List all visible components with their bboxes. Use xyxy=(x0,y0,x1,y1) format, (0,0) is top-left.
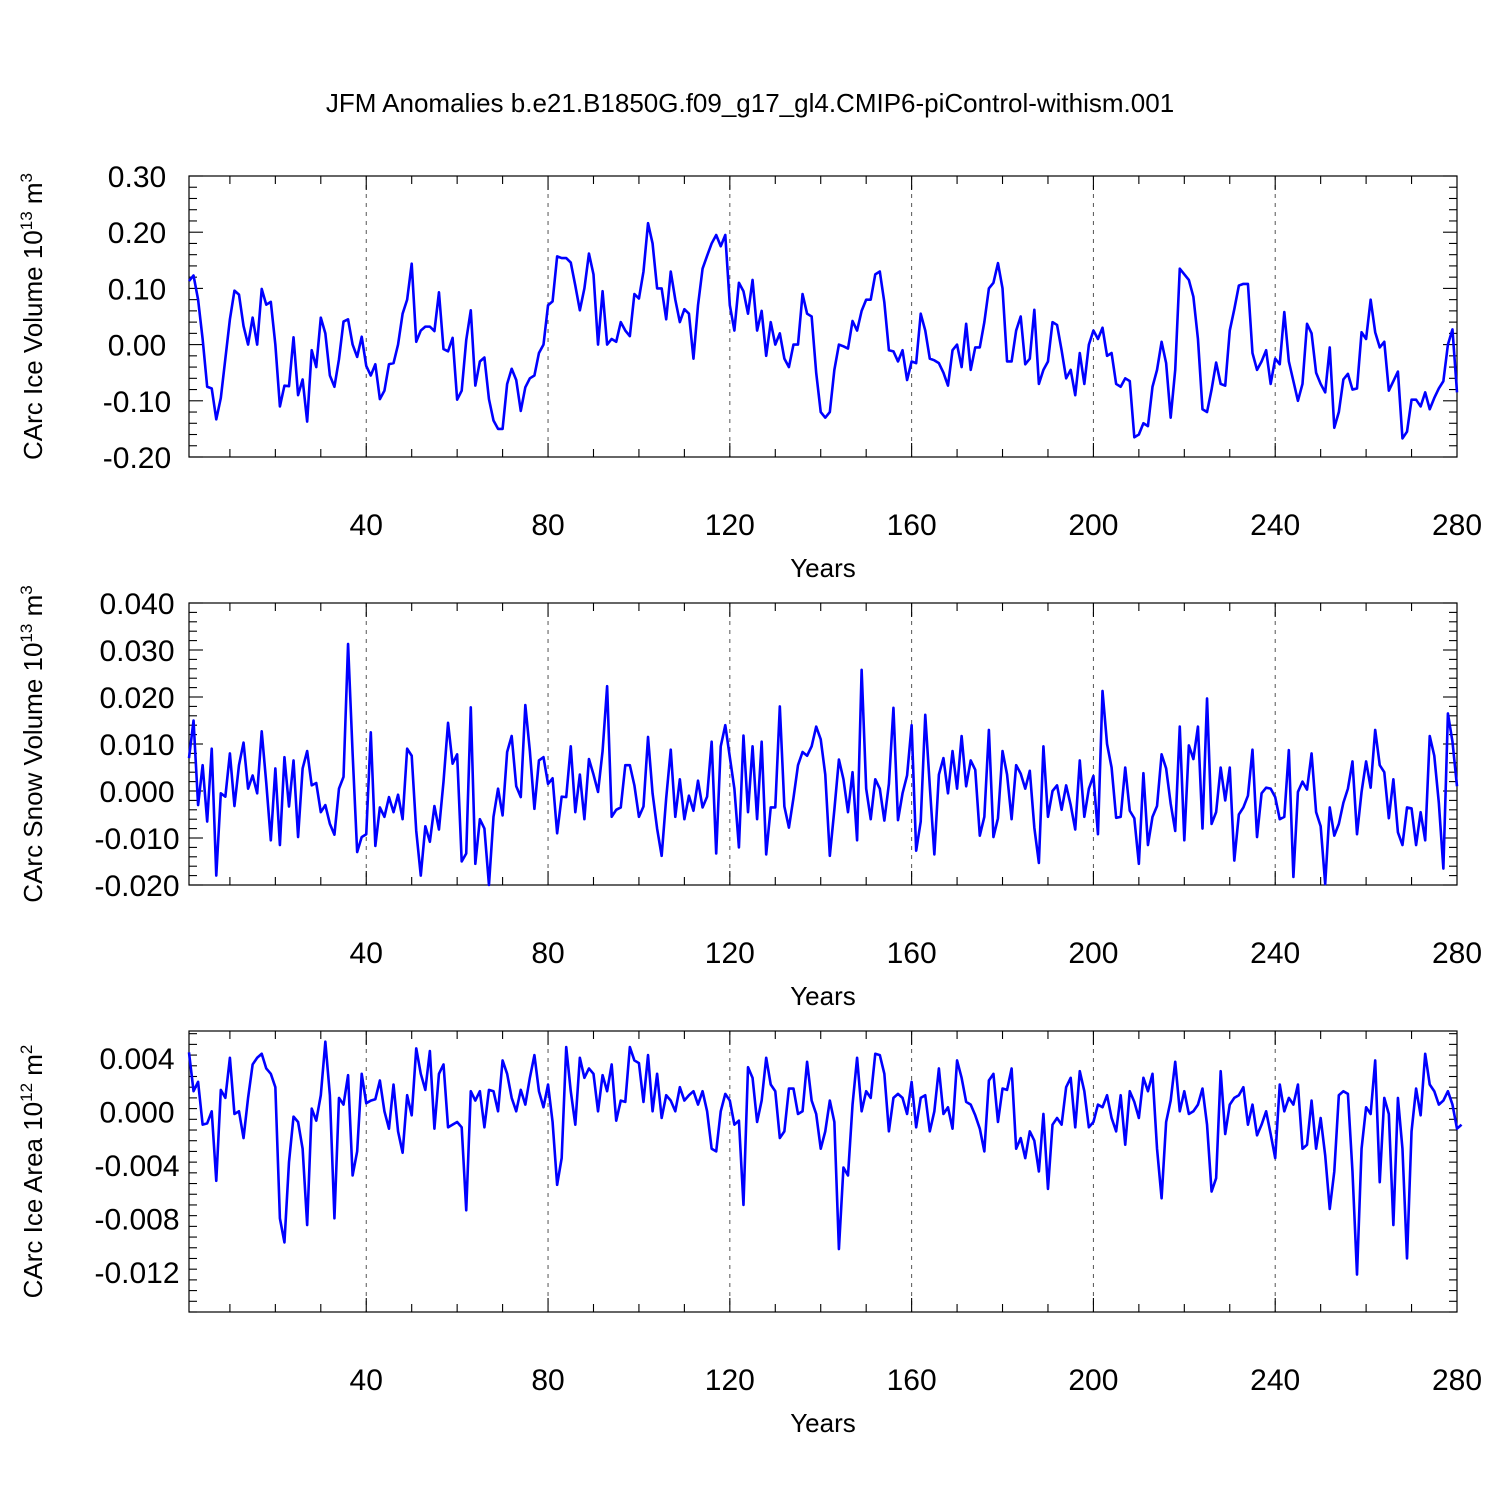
ice-area-xtick-label: 280 xyxy=(1432,1364,1482,1397)
ice-volume-panel: -0.20 -0.10 0.00 0.10 0.20 0.30 40 80 120 160 200 2… xyxy=(17,161,1482,583)
ice-area-x-axis-label: Years xyxy=(790,1408,856,1438)
ice-area-y-axis-label: CArc Ice Area 1012 m2 xyxy=(17,1045,48,1299)
ice-area-xtick-label: 240 xyxy=(1250,1364,1300,1397)
snow-volume-ytick-label: 0.030 xyxy=(99,635,174,668)
ice-volume-ytick-label: 0.30 xyxy=(108,161,166,194)
snow-volume-xtick-label: 120 xyxy=(705,937,755,970)
ice-area-ytick-label: -0.004 xyxy=(94,1150,179,1183)
ice-volume-xtick-label: 280 xyxy=(1432,509,1482,542)
snow-volume-xtick-label: 280 xyxy=(1432,937,1482,970)
ice-volume-ytick-label: -0.20 xyxy=(103,442,171,475)
ice-volume-ytick-label: 0.00 xyxy=(108,330,166,363)
ice-volume-xtick-label: 240 xyxy=(1250,509,1300,542)
snow-volume-xtick-label: 40 xyxy=(350,937,383,970)
snow-volume-ytick-label: 0.010 xyxy=(99,729,174,762)
ice-volume-ytick-label: 0.20 xyxy=(108,217,166,250)
snow-volume-xtick-label: 200 xyxy=(1068,937,1118,970)
snow-volume-y-axis-label: CArc Snow Volume 1013 m3 xyxy=(17,585,48,902)
ice-area-xtick-label: 40 xyxy=(350,1364,383,1397)
ice-area-ytick-label: 0.000 xyxy=(99,1096,174,1129)
snow-volume-x-axis-label: Years xyxy=(790,981,856,1011)
ice-volume-xtick-label: 200 xyxy=(1068,509,1118,542)
ice-area-xtick-label: 120 xyxy=(705,1364,755,1397)
ice-volume-plot-frame xyxy=(188,175,1458,458)
ice-area-xtick-label: 80 xyxy=(531,1364,564,1397)
snow-volume-xtick-label: 80 xyxy=(531,937,564,970)
figure-title: JFM Anomalies b.e21.B1850G.f09_g17_gl4.C… xyxy=(326,88,1174,118)
snow-volume-series-line xyxy=(187,642,1459,887)
ice-volume-x-axis-label: Years xyxy=(790,553,856,583)
snow-volume-xtick-label: 160 xyxy=(887,937,937,970)
ice-volume-xtick-label: 80 xyxy=(531,509,564,542)
snow-volume-panel: -0.020 -0.010 0.000 0.010 0.020 0.030 0.040 40 8… xyxy=(17,585,1482,1011)
snow-volume-ytick-label: 0.040 xyxy=(99,588,174,621)
ice-area-series-line xyxy=(187,1040,1463,1276)
ice-volume-xtick-label: 120 xyxy=(705,509,755,542)
snow-volume-ytick-label: -0.010 xyxy=(94,823,179,856)
ice-area-plot-frame xyxy=(188,1030,1458,1313)
ice-volume-xtick-label: 160 xyxy=(887,509,937,542)
ice-volume-y-axis-label: CArc Ice Volume 1013 m3 xyxy=(17,173,48,460)
ice-area-xtick-label: 200 xyxy=(1068,1364,1118,1397)
ice-volume-ytick-label: -0.10 xyxy=(103,386,171,419)
snow-volume-ytick-label: 0.020 xyxy=(99,682,174,715)
ice-area-ytick-label: -0.008 xyxy=(94,1203,179,1236)
snow-volume-xtick-label: 240 xyxy=(1250,937,1300,970)
ice-volume-xtick-label: 40 xyxy=(350,509,383,542)
snow-volume-ytick-label: -0.020 xyxy=(94,870,179,903)
ice-area-ytick-label: -0.012 xyxy=(94,1257,179,1290)
ice-volume-ytick-label: 0.10 xyxy=(108,273,166,306)
ice-area-ytick-label: 0.004 xyxy=(99,1043,174,1076)
ice-area-panel: -0.012 -0.008 -0.004 0.000 0.004 40 80 120 160 20… xyxy=(17,1030,1482,1438)
ice-area-xtick-label: 160 xyxy=(887,1364,937,1397)
ice-volume-series-line xyxy=(187,221,1459,440)
snow-volume-plot-frame xyxy=(188,602,1458,886)
snow-volume-ytick-label: 0.000 xyxy=(99,776,174,809)
